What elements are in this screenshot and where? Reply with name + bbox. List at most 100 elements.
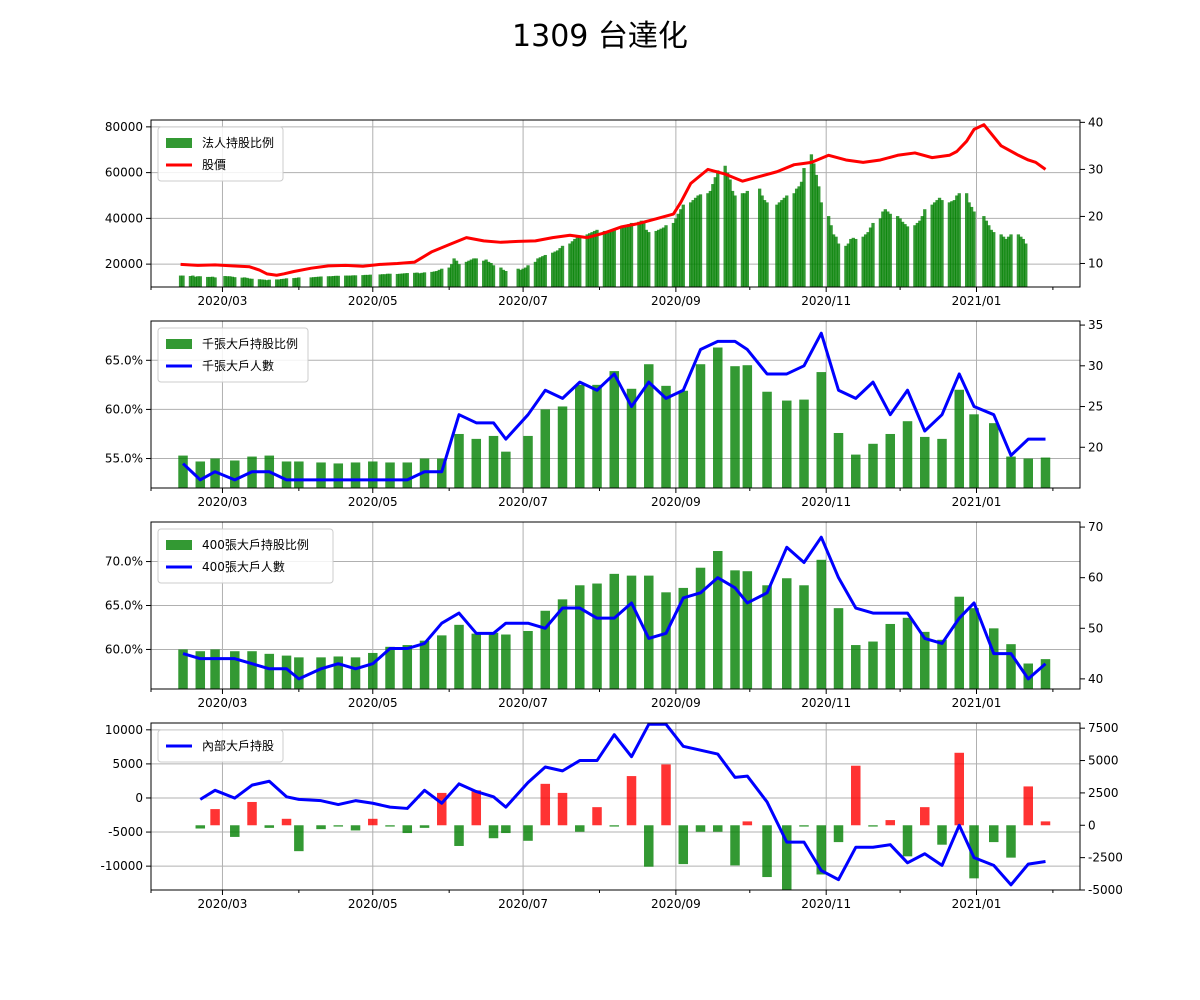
bar (440, 268, 444, 287)
bar (777, 202, 782, 287)
bar (851, 237, 855, 287)
bar (982, 216, 986, 287)
y-left-tick-label: 65.0% (105, 353, 143, 367)
y-left-tick-label: 55.0% (105, 452, 143, 466)
bar (331, 276, 335, 287)
bar (264, 653, 275, 689)
bar (573, 238, 577, 287)
bar (969, 206, 974, 287)
legend-label: 法人持股比例 (202, 135, 274, 150)
bar (871, 222, 875, 287)
bar (242, 277, 247, 287)
bar (282, 278, 286, 287)
bar (395, 273, 400, 287)
bar (422, 272, 427, 287)
bar (902, 421, 913, 488)
bar (900, 221, 905, 287)
bar (834, 236, 838, 287)
figure-title: 1309 台達化 (512, 19, 688, 54)
bar (678, 390, 689, 488)
y-right-tick-label: 70 (1088, 520, 1103, 534)
bar (336, 275, 340, 287)
bar (368, 818, 378, 826)
bar (725, 172, 730, 287)
bar (457, 264, 461, 287)
bar (368, 652, 378, 689)
bar (609, 573, 620, 689)
bar (501, 269, 506, 287)
x-tick-label: 2020/07 (498, 294, 548, 308)
bar (592, 583, 602, 689)
legend-box (157, 729, 284, 763)
x-tick-label: 2020/05 (348, 897, 398, 911)
bar (954, 596, 964, 689)
bar (659, 228, 663, 287)
bar (188, 276, 193, 287)
bar (742, 571, 753, 689)
bar (723, 165, 727, 287)
plot-area (195, 723, 1051, 890)
bar (195, 651, 206, 689)
bar (937, 438, 947, 488)
bar (730, 570, 740, 689)
bar (557, 599, 568, 689)
bar (540, 783, 551, 826)
bar (782, 825, 792, 890)
y-right-tick-label: 60 (1088, 571, 1103, 585)
bar (678, 825, 689, 865)
bar (639, 220, 644, 287)
bar (471, 633, 482, 689)
x-tick-label: 2020/03 (198, 897, 248, 911)
bar (814, 174, 818, 287)
bar (999, 234, 1003, 287)
bar (920, 807, 930, 826)
bar (464, 261, 469, 287)
bar (740, 193, 745, 287)
legend-label: 400張大戶持股比例 (202, 537, 309, 552)
bar (742, 821, 753, 826)
x-tick-label: 2020/11 (801, 897, 851, 911)
bar (284, 278, 289, 287)
bar (626, 388, 637, 488)
bar (297, 277, 301, 287)
bar (385, 646, 395, 689)
bar (1016, 234, 1021, 287)
bar (415, 272, 419, 287)
bar (326, 276, 331, 287)
bar (538, 257, 542, 287)
legend-label: 400張大戶人數 (202, 560, 285, 574)
legend-swatch-bar (166, 540, 192, 550)
bar (469, 259, 473, 287)
x-tick-label: 2020/11 (801, 294, 851, 308)
bar (420, 272, 424, 287)
bar (568, 243, 572, 287)
bar (590, 232, 594, 287)
bar (799, 399, 809, 488)
bar (812, 163, 816, 287)
bar (264, 825, 275, 828)
plot-frame (150, 119, 1081, 288)
bar (607, 232, 611, 287)
bar (454, 825, 464, 846)
bar (486, 261, 491, 287)
bar (195, 825, 206, 829)
bar (831, 234, 836, 287)
bar (679, 209, 683, 287)
bar (385, 462, 395, 488)
bar (883, 209, 887, 287)
bar (353, 275, 358, 287)
bar (400, 273, 404, 287)
x-tick-label: 2021/01 (952, 897, 1002, 911)
bar (499, 267, 503, 287)
bar (637, 221, 641, 287)
bar (816, 372, 827, 488)
bar (501, 634, 511, 689)
bar (905, 226, 910, 287)
bar (695, 825, 706, 832)
bar (501, 451, 511, 488)
bar (674, 218, 678, 287)
bar (918, 220, 922, 287)
bar (575, 236, 579, 287)
